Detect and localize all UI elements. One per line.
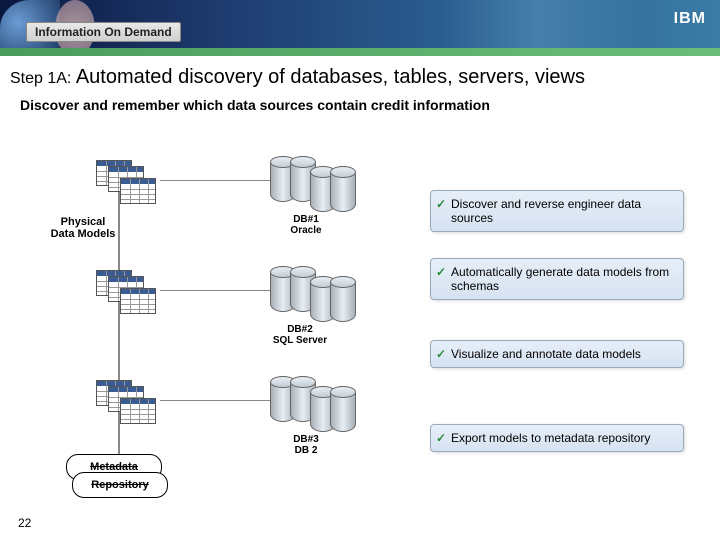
callout-2: ✓ Automatically generate data models fro…: [430, 258, 684, 300]
check-icon: ✓: [436, 265, 446, 279]
callout-3: ✓ Visualize and annotate data models: [430, 340, 684, 368]
repo-box-2: Repository: [72, 472, 168, 498]
db-cluster-2: [270, 266, 370, 326]
check-icon: ✓: [436, 347, 446, 361]
diagram-area: DB#1 Oracle Physical Data Models DB#2 SQ…: [0, 150, 720, 510]
slide-title: Step 1A: Automated discovery of database…: [10, 66, 710, 89]
db-label-3: DB#3 DB 2: [266, 434, 346, 456]
connector-line-2: [160, 290, 270, 291]
slide-subtitle: Discover and remember which data sources…: [20, 97, 700, 113]
banner: Information On Demand IBM: [0, 0, 720, 56]
banner-tagline: Information On Demand: [26, 22, 181, 42]
db-cluster-3: [270, 376, 370, 436]
db-cluster-1: [270, 156, 370, 216]
title-text: Automated discovery of databases, tables…: [76, 66, 585, 88]
grid-cluster-3: [96, 380, 166, 426]
check-icon: ✓: [436, 431, 446, 445]
pdm-label: Physical Data Models: [48, 216, 118, 240]
connector-line-3: [160, 400, 270, 401]
db-label-1: DB#1 Oracle: [266, 214, 346, 236]
db-label-2: DB#2 SQL Server: [260, 324, 340, 346]
grid-cluster-1: [96, 160, 166, 206]
check-icon: ✓: [436, 197, 446, 211]
page-number: 22: [18, 516, 31, 530]
callout-4: ✓ Export models to metadata repository: [430, 424, 684, 452]
banner-accent-bar: [0, 48, 720, 56]
grid-cluster-2: [96, 270, 166, 316]
step-label: Step 1A:: [10, 70, 71, 87]
connector-line-1: [160, 180, 270, 181]
callout-1: ✓ Discover and reverse engineer data sou…: [430, 190, 684, 232]
ibm-logo: IBM: [674, 10, 706, 28]
